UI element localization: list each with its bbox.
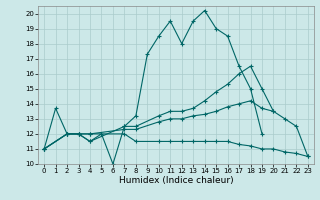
- X-axis label: Humidex (Indice chaleur): Humidex (Indice chaleur): [119, 176, 233, 185]
